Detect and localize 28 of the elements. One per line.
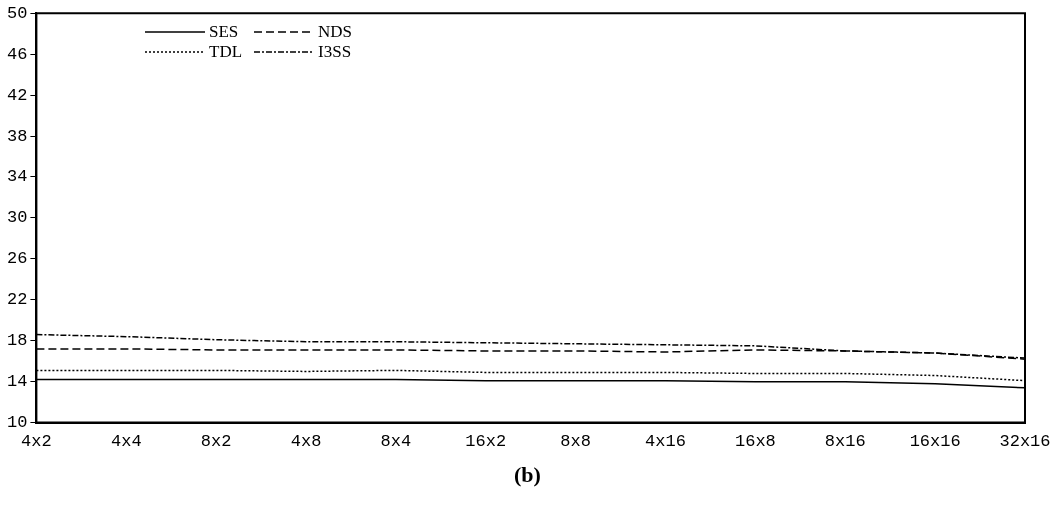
y-tick-label: 10 [7, 413, 28, 433]
y-tick-label: 30 [7, 208, 28, 228]
x-tick-label: 4x4 [110, 432, 142, 452]
x-tick-label: 8x2 [200, 432, 232, 452]
x-tick-label: 4x8 [290, 432, 322, 452]
y-tick-label: 26 [7, 249, 28, 269]
legend-label: NDS [318, 22, 353, 42]
y-tick-label: 34 [7, 167, 28, 187]
x-tick-label: 16x16 [909, 432, 961, 452]
x-tick-label: 4x16 [645, 432, 686, 452]
y-tick-label: 46 [7, 44, 28, 64]
legend-label: I3SS [318, 42, 352, 62]
y-tick-label: 18 [7, 331, 28, 351]
x-tick-label: 8x8 [560, 432, 591, 452]
y-tick-label: 22 [7, 290, 28, 310]
y-tick-label: 42 [7, 85, 28, 105]
y-tick-label: 50 [7, 3, 28, 23]
y-tick-label: 38 [7, 126, 28, 146]
legend-label: SES [209, 22, 239, 42]
x-tick-label: 4x2 [21, 432, 52, 452]
y-tick-label: 14 [7, 372, 28, 392]
legend-label: TDL [209, 42, 243, 62]
x-tick-label: 8x4 [380, 432, 412, 452]
text: (b) [513, 462, 542, 488]
x-tick-label: 8x16 [824, 432, 866, 452]
x-tick-label: 32x16 [999, 432, 1051, 452]
x-tick-label: 16x2 [465, 432, 507, 452]
x-tick-label: 16x8 [734, 432, 776, 452]
